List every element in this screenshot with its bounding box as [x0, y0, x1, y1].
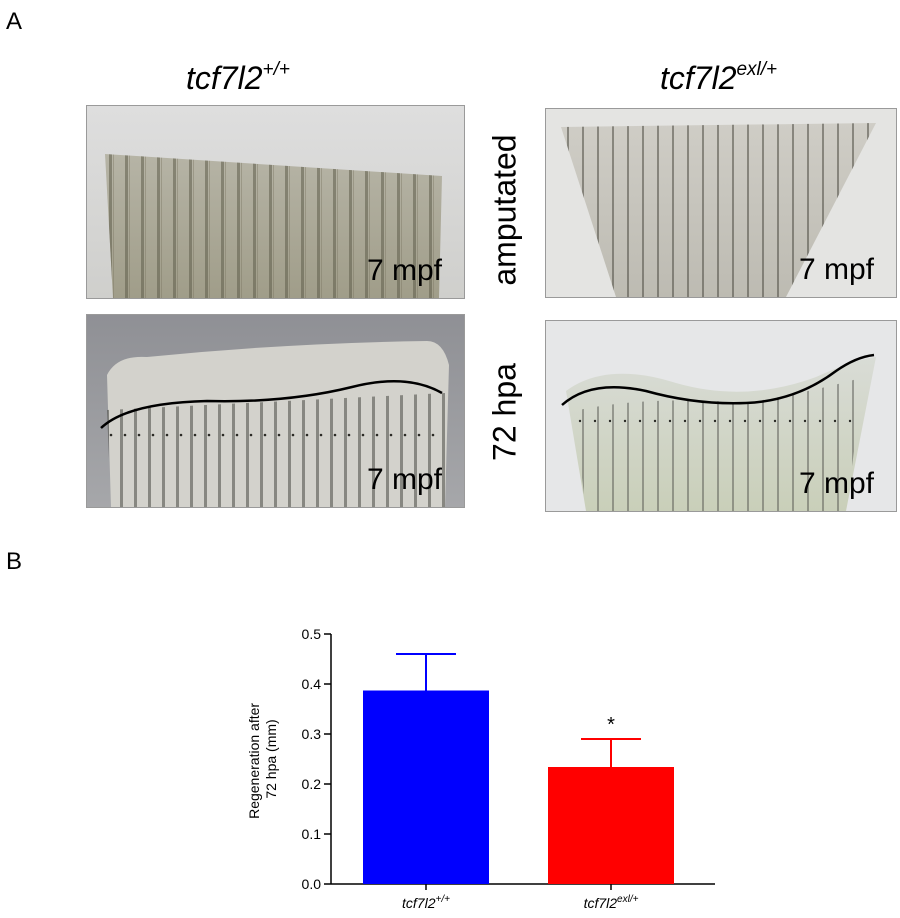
x-tick-label: tcf7l2exl/+	[584, 894, 639, 911]
fin-photo-wildtype-72hpa: 7 mpf	[86, 314, 465, 508]
fin-photo-wildtype-amputated: 7 mpf	[86, 105, 465, 299]
panel-a-letter: A	[6, 8, 23, 35]
significance-marker: *	[607, 714, 615, 736]
bar	[363, 690, 489, 884]
genotype-superscript: +/+	[262, 59, 290, 80]
y-tick-label: 0.4	[302, 676, 322, 692]
genotype-superscript: exl/+	[736, 59, 778, 80]
genotype-label-wildtype: tcf7l2+/+	[186, 60, 290, 97]
age-stamp: 7 mpf	[798, 253, 874, 286]
age-stamp: 7 mpf	[366, 254, 442, 287]
y-tick-label: 0.1	[302, 826, 322, 842]
fin-photo-mutant-72hpa: 7 mpf	[545, 320, 897, 512]
y-tick-label: 0.3	[302, 726, 322, 742]
bar	[548, 767, 674, 884]
age-stamp: 7 mpf	[798, 467, 874, 500]
age-stamp: 7 mpf	[366, 463, 442, 496]
y-tick-label: 0.0	[302, 876, 322, 892]
genotype-base: tcf7l2	[660, 60, 737, 96]
genotype-label-mutant: tcf7l2exl/+	[660, 60, 777, 97]
panel-b-letter: B	[6, 548, 23, 575]
x-tick-label: tcf7l2+/+	[402, 894, 450, 911]
y-tick-label: 0.2	[302, 776, 322, 792]
fin-photo-mutant-amputated: 7 mpf	[545, 108, 897, 298]
y-tick-label: 0.5	[302, 626, 322, 642]
genotype-base: tcf7l2	[186, 60, 263, 96]
y-axis-label: Regeneration after 72 hpa (mm)	[246, 699, 279, 819]
